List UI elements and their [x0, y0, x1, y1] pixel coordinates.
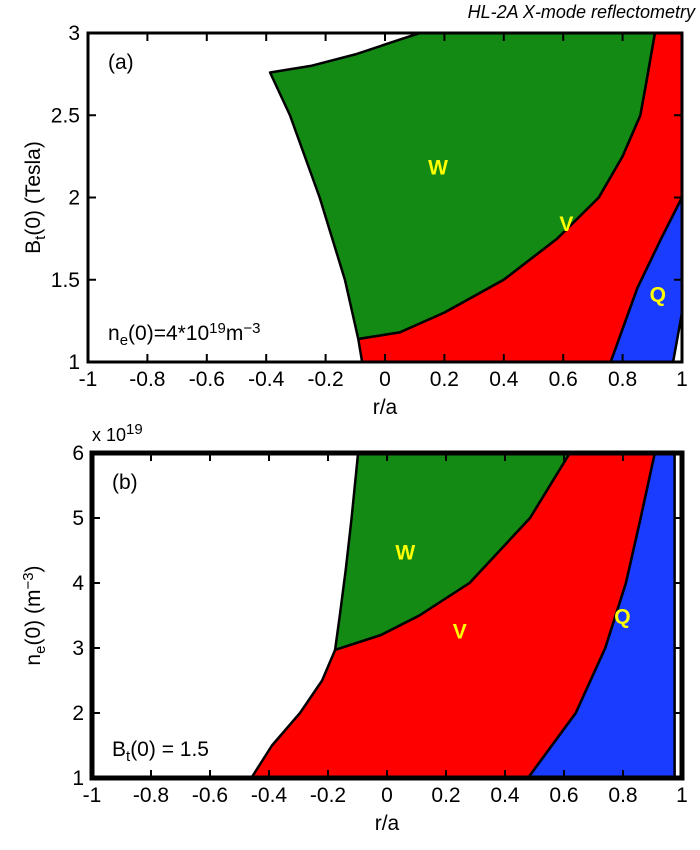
region-label: V: [559, 213, 573, 236]
region-label: W: [428, 156, 448, 179]
x-tick-label: 0.6: [549, 784, 578, 807]
x-tick-label: 0.6: [549, 368, 578, 391]
y-tick-label: 1: [68, 351, 80, 374]
y-tick-label: 2: [72, 702, 84, 725]
annotation-part: −3: [243, 320, 260, 337]
x-tick-label: -0.2: [308, 368, 344, 391]
y-axis-label-part: n: [22, 654, 45, 666]
y-axis-label: ne(0) (m−3): [20, 565, 48, 665]
annotation: ne(0)=4*1019m−3: [108, 320, 260, 348]
y-axis-label-part: t: [32, 235, 49, 240]
y-multiplier: x 1019: [92, 421, 143, 445]
region-label: Q: [614, 606, 630, 629]
annotation-part: (0)=4*10: [128, 322, 209, 345]
x-axis-label: r/a: [375, 812, 400, 835]
chart-title: HL-2A X-mode reflectometry: [468, 2, 696, 22]
y-axis-label-part: (0) (Tesla): [22, 141, 45, 236]
y-axis-label-part: (0) (m: [22, 590, 45, 646]
x-tick-label: 0.4: [490, 784, 520, 807]
region-label: V: [453, 620, 467, 643]
x-tick-label: 0: [381, 784, 393, 807]
y-tick-label: 2: [68, 187, 80, 210]
panel-label: (a): [108, 51, 134, 74]
y-tick-label: 5: [72, 507, 84, 530]
y-tick-label: 3: [68, 22, 80, 45]
x-tick-label: 1: [676, 368, 688, 391]
x-tick-label: -0.6: [192, 784, 228, 807]
y-multiplier-part: x 10: [92, 425, 126, 445]
x-tick-label: -0.8: [133, 784, 169, 807]
x-tick-label: 0: [379, 368, 391, 391]
y-axis-label: Bt(0) (Tesla): [22, 141, 49, 254]
y-axis-label-part: ): [22, 565, 45, 572]
region: [526, 451, 676, 780]
x-tick-label: 0.4: [489, 368, 519, 391]
x-tick-label: -0.4: [251, 784, 288, 807]
x-tick-label: -0.6: [189, 368, 225, 391]
x-tick-label: -0.4: [248, 368, 285, 391]
y-tick-label: 2.5: [51, 104, 80, 127]
annotation-part: n: [108, 322, 120, 345]
y-axis-label-part: −3: [20, 572, 37, 589]
annotation-part: B: [112, 738, 126, 761]
x-tick-label: 0.8: [608, 368, 637, 391]
x-tick-label: -0.8: [129, 368, 165, 391]
x-tick-label: -1: [83, 784, 102, 807]
region-label: W: [395, 541, 415, 564]
annotation: Bt(0) = 1.5: [112, 738, 209, 765]
x-tick-label: -0.2: [310, 784, 346, 807]
y-axis-label-part: B: [22, 240, 45, 254]
region-label: Q: [650, 283, 666, 306]
x-tick-label: 0.2: [430, 368, 459, 391]
x-tick-label: 0.2: [431, 784, 460, 807]
panel-label: (b): [112, 471, 138, 494]
annotation-part: 19: [209, 320, 226, 337]
y-axis-label-part: e: [32, 646, 49, 654]
x-axis-label: r/a: [373, 396, 398, 419]
y-multiplier-part: 19: [126, 421, 143, 438]
annotation-part: (0) = 1.5: [130, 738, 209, 761]
x-tick-label: -1: [79, 368, 98, 391]
y-tick-label: 1.5: [51, 269, 80, 292]
x-tick-label: 1: [676, 784, 688, 807]
annotation-part: m: [226, 322, 244, 345]
y-tick-label: 3: [72, 637, 84, 660]
annotation-part: t: [126, 748, 131, 765]
y-tick-label: 1: [72, 767, 84, 790]
y-tick-label: 6: [72, 442, 84, 465]
y-tick-label: 4: [72, 572, 84, 595]
x-tick-label: 0.8: [608, 784, 637, 807]
annotation-part: e: [120, 332, 128, 349]
